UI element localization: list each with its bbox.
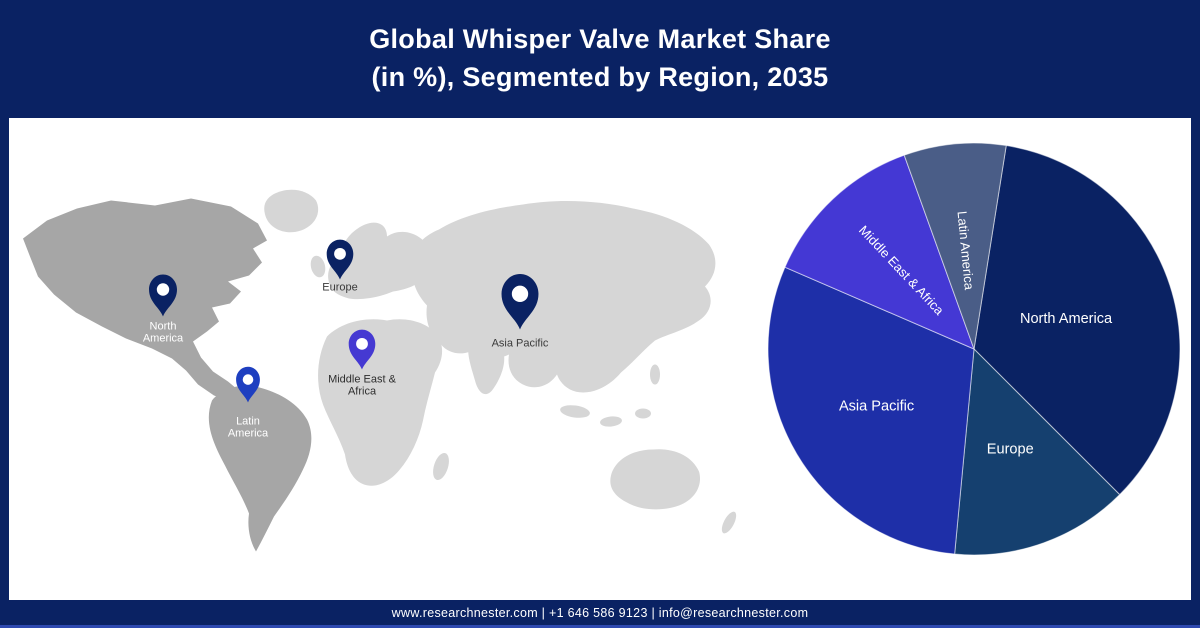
right-border-strip bbox=[1191, 118, 1200, 600]
island-uk bbox=[310, 255, 326, 278]
pie-slice-north-america bbox=[973, 144, 1181, 496]
map-pin-label-middle-east-africa: Middle East & Africa bbox=[328, 374, 397, 398]
map-pin-europe bbox=[326, 239, 354, 280]
footer-contact-text: www.researchnester.com | +1 646 586 9123… bbox=[391, 605, 809, 620]
pie-slice-europe bbox=[954, 347, 1121, 556]
continent-north-america bbox=[23, 198, 267, 402]
pie-slice-asia-pacific bbox=[767, 266, 975, 555]
header-banner: Global Whisper Valve Market Share (in %)… bbox=[0, 0, 1200, 118]
continent-australia bbox=[610, 449, 701, 510]
continent-south-america bbox=[208, 385, 312, 552]
map-pin-label-asia-pacific: Asia Pacific bbox=[492, 338, 549, 350]
pie-chart: North America Europe Asia Pacific Middle Ea… bbox=[763, 138, 1185, 560]
map-pin-dot bbox=[511, 285, 529, 303]
map-pin-dot bbox=[356, 337, 368, 350]
map-pin-dot bbox=[156, 283, 170, 296]
pie-slice-middle-east-africa bbox=[784, 154, 975, 350]
subcontinent-india bbox=[468, 337, 505, 395]
continent-europe bbox=[328, 222, 432, 300]
island-madagascar bbox=[433, 453, 449, 480]
island-sumatra bbox=[560, 405, 590, 418]
page-title-line1: Global Whisper Valve Market Share bbox=[369, 24, 831, 55]
pie-slice-label-north-america: North America bbox=[1020, 311, 1113, 327]
island-borneo bbox=[635, 408, 651, 419]
page-title-line2: (in %), Segmented by Region, 2035 bbox=[371, 62, 829, 92]
map-pin-middle-east-africa bbox=[348, 329, 376, 370]
island-new-zealand bbox=[721, 511, 737, 534]
island-java bbox=[600, 416, 622, 427]
map-pin-dot bbox=[334, 247, 346, 260]
map-pin-asia-pacific bbox=[501, 274, 539, 330]
footer-bar: www.researchnester.com | +1 646 586 9123… bbox=[0, 600, 1200, 628]
pie-slice-label-europe: Europe bbox=[987, 442, 1034, 458]
pie-slice-label-asia-pacific: Asia Pacific bbox=[839, 399, 914, 415]
page-title: Global Whisper Valve Market Share (in %)… bbox=[369, 21, 831, 97]
map-pin-label-europe: Europe bbox=[322, 282, 357, 294]
map-pin-north-america bbox=[149, 274, 177, 317]
map-pin-label-latin-america: Latin America bbox=[228, 416, 269, 440]
continent-africa bbox=[318, 319, 443, 486]
island-japan bbox=[682, 281, 700, 312]
pie-slice-latin-america bbox=[903, 142, 1007, 350]
map-pin-dot bbox=[242, 374, 254, 385]
continent-asia bbox=[411, 201, 716, 393]
world-map: North America Europe Latin America Middle Eas… bbox=[15, 176, 775, 571]
pie-slice-label-latin-america: Latin America bbox=[955, 210, 977, 291]
map-pin-latin-america bbox=[236, 366, 260, 403]
content-area: North America Europe Latin America Middle Eas… bbox=[0, 118, 1200, 600]
map-pin-label-north-america: North America bbox=[143, 321, 184, 345]
island-greenland bbox=[264, 189, 319, 233]
island-philippines bbox=[650, 364, 660, 385]
left-border-strip bbox=[0, 118, 9, 600]
